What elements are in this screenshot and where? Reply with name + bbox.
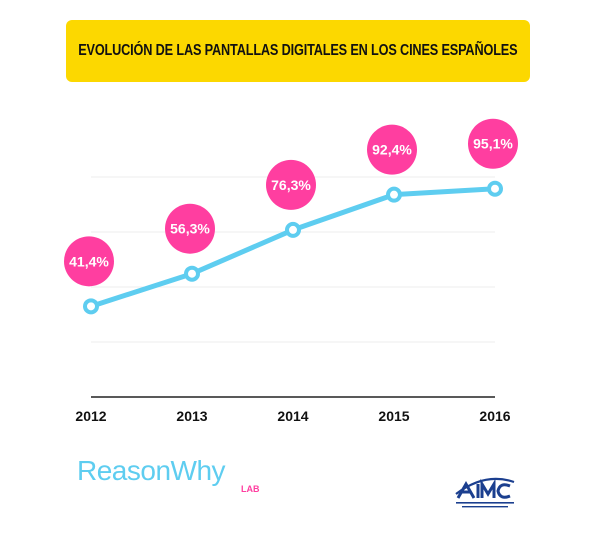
data-point [83, 298, 99, 315]
x-tick-label: 2014 [277, 408, 308, 424]
data-label-text: 95,1% [473, 136, 513, 152]
x-tick-label: 2015 [378, 408, 409, 424]
data-label: 56,3% [165, 203, 215, 254]
data-label-text: 76,3% [271, 177, 311, 193]
data-label-text: 92,4% [372, 142, 412, 158]
data-point [386, 186, 402, 203]
brand-sub-label: LAB [241, 484, 260, 494]
chart-title: EVOLUCIÓN DE LAS PANTALLAS DIGITALES EN … [78, 42, 518, 59]
data-point [285, 221, 301, 238]
data-label: 92,4% [367, 124, 417, 175]
x-tick-label: 2013 [176, 408, 207, 424]
data-label-text: 56,3% [170, 221, 210, 237]
data-label: 76,3% [266, 159, 316, 210]
data-label: 41,4% [64, 236, 114, 287]
data-label: 95,1% [468, 118, 518, 169]
title-banner: EVOLUCIÓN DE LAS PANTALLAS DIGITALES EN … [66, 20, 530, 82]
data-label-text: 41,4% [69, 253, 109, 269]
x-tick-label: 2012 [75, 408, 106, 424]
aimc-logo-icon [455, 477, 515, 508]
brand-logo: ReasonWhy [77, 455, 226, 486]
x-tick-label: 2016 [479, 408, 510, 424]
data-point [184, 265, 200, 282]
data-point [487, 180, 503, 197]
